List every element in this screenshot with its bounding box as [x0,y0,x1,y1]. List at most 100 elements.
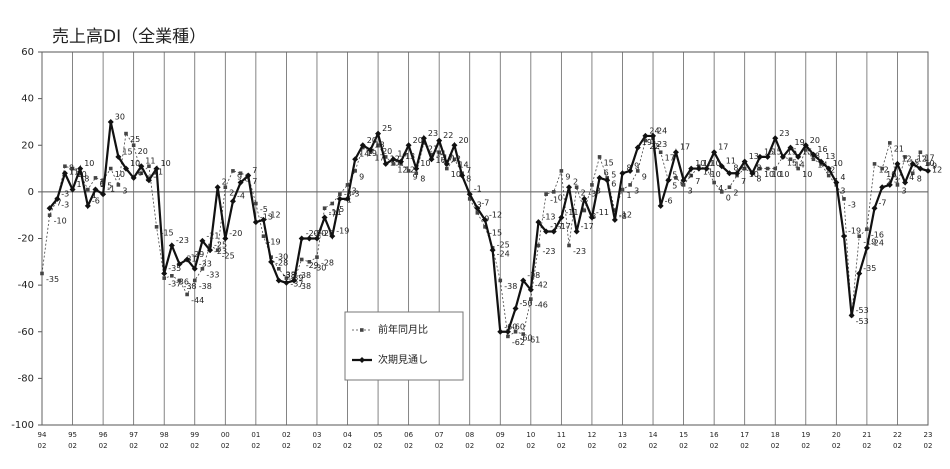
x-tick-label: 99 02 [190,431,199,450]
data-label: 10 [130,159,140,168]
point-marker [429,152,434,157]
data-label: -3 [61,189,69,198]
point-marker [681,183,686,187]
data-label: 7 [252,177,257,186]
data-label: 1 [626,191,631,200]
point-marker [795,153,802,160]
data-label: 20 [413,136,423,145]
point-marker [665,177,672,184]
data-label: -5 [336,205,344,214]
data-label: 8 [741,164,746,173]
point-marker [842,197,846,201]
data-label: -6 [665,196,673,205]
data-label: -1 [474,185,482,194]
x-tick-label: 03 02 [313,431,322,450]
x-tick-label: 02 02 [282,431,291,450]
data-label: 8 [756,175,761,184]
data-label: 10 [84,159,94,168]
point-marker [634,144,641,151]
point-marker [177,278,182,283]
point-marker [275,277,282,284]
point-marker [397,158,404,165]
data-label: -37 [290,280,303,289]
x-tick-label: 20 02 [832,431,841,450]
point-marker [529,297,533,301]
data-label: -35 [46,275,59,284]
data-label: -35 [863,264,876,273]
data-label: -3 [848,200,856,209]
data-label: -29 [306,261,319,270]
data-label: -1 [107,185,115,194]
point-marker [252,219,259,226]
x-tick-label: 95 02 [68,431,77,450]
data-label: -7 [879,199,887,208]
data-label: -15 [489,228,502,237]
data-label: 10 [779,170,789,179]
point-marker [635,169,640,173]
point-marker [353,169,357,173]
point-marker [802,142,809,149]
y-tick-label: -20 [18,234,34,245]
point-marker [184,256,191,263]
point-marker [597,155,602,159]
point-marker [506,334,510,339]
data-label: 5 [611,171,616,180]
point-marker [772,135,779,142]
data-label: -23 [214,247,227,256]
point-marker [764,153,771,160]
point-marker [291,277,298,284]
point-marker [818,158,825,165]
point-marker [796,166,800,171]
data-label: 19 [795,138,805,147]
point-marker [63,164,67,169]
point-marker [101,178,105,183]
point-marker [742,166,747,171]
point-marker [467,197,472,201]
point-marker [223,185,228,190]
point-marker [574,185,579,190]
data-label: 11 [153,168,163,177]
data-label: 23 [657,140,667,149]
point-marker [84,202,91,209]
x-tick-label: 09 02 [496,431,505,450]
point-marker [315,255,319,259]
point-marker [758,166,762,171]
point-marker [170,274,174,278]
y-tick-label: 20 [21,140,34,151]
x-tick-label: 16 02 [710,431,719,450]
data-label: -20 [306,229,319,238]
data-label: 11 [703,168,713,177]
point-marker [810,151,817,158]
data-label: 12 [932,165,942,174]
point-marker [611,216,618,223]
x-tick-label: 08 02 [465,431,474,450]
point-marker [620,187,625,192]
data-label: -50 [520,299,533,308]
data-label: 14 [359,150,369,159]
y-tick-label: -40 [18,280,34,291]
point-marker [581,195,588,202]
point-marker [100,191,107,198]
data-label: 10 [711,170,721,179]
data-label: -33 [283,270,296,279]
point-marker [856,270,863,277]
data-label: 14 [397,150,407,159]
point-marker [672,149,679,156]
point-marker [459,172,466,179]
data-label: 16 [817,145,827,154]
x-tick-label: 22 02 [893,431,902,450]
point-marker [321,214,328,221]
data-label: -11 [596,208,609,217]
data-label: -16 [871,231,884,240]
data-label: 10 [924,159,934,168]
data-label: 13 [825,152,835,161]
point-marker [689,173,694,178]
data-label: 10 [703,159,713,168]
point-marker [536,243,541,248]
data-label: -33 [199,259,212,268]
data-label: 15 [787,147,797,156]
point-marker [254,201,258,206]
data-label: 12 [901,154,911,163]
data-label: 4 [909,173,914,182]
data-label: 10 [833,159,843,168]
